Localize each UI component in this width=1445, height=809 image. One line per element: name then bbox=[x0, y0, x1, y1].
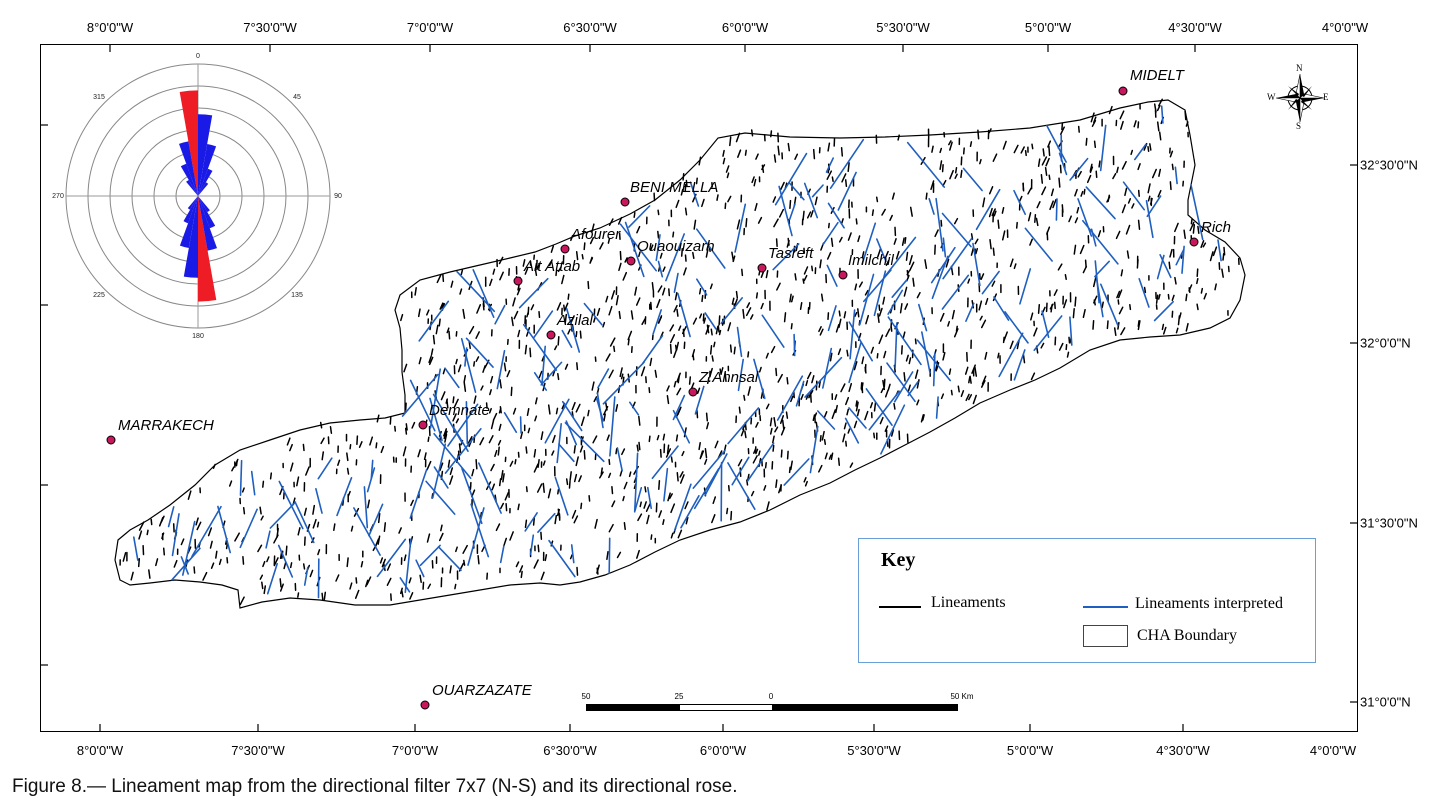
rose-angle-label: 135 bbox=[291, 292, 303, 299]
city-label-midelt: MIDELT bbox=[1130, 67, 1184, 84]
key-label-lineaments-interpreted: Lineaments interpreted bbox=[1135, 595, 1283, 612]
rose-petal bbox=[198, 182, 209, 196]
city-marker-beni-mella bbox=[620, 197, 630, 207]
city-marker-midelt bbox=[1118, 86, 1128, 96]
key-label-cha-boundary: CHA Boundary bbox=[1137, 627, 1237, 644]
compass-east: E bbox=[1323, 92, 1329, 102]
rose-petal bbox=[180, 163, 198, 196]
city-marker-ouaouizarh bbox=[626, 256, 636, 266]
city-label-beni-mella: BENI MELLA bbox=[630, 179, 719, 196]
city-markers bbox=[106, 86, 1199, 710]
city-label-azilal: Azilal bbox=[557, 312, 593, 329]
top-lon-label: 6°30'0"W bbox=[563, 20, 617, 35]
scale-label: 0 bbox=[768, 692, 774, 701]
rose-petal bbox=[179, 90, 198, 196]
rose-angle-label: 315 bbox=[93, 94, 105, 101]
city-marker-tasreft bbox=[757, 263, 767, 273]
right-lat-label: 31°0'0"N bbox=[1360, 694, 1411, 710]
lineaments-layer bbox=[119, 98, 1240, 606]
scale-label: 50 Km bbox=[950, 692, 974, 701]
right-lat-label: 31°30'0"N bbox=[1360, 515, 1418, 531]
bottom-lon-label: 5°0'0"W bbox=[1006, 743, 1054, 758]
city-label-ouarzazate: OUARZAZATE bbox=[432, 682, 532, 699]
rose-petal bbox=[198, 196, 216, 229]
city-label-demnate: Demnate bbox=[429, 402, 490, 419]
city-marker-rich bbox=[1189, 237, 1199, 247]
rose-petal bbox=[183, 196, 198, 278]
compass-north: N bbox=[1296, 63, 1303, 73]
frame-ticks bbox=[40, 44, 1358, 732]
top-lon-label: 4°0'0"W bbox=[1321, 20, 1369, 35]
bottom-lon-label: 7°0'0"W bbox=[391, 743, 439, 758]
rose-petal bbox=[187, 196, 198, 210]
scale-label: 25 bbox=[674, 692, 684, 701]
city-marker-imilchil bbox=[838, 270, 848, 280]
bottom-lon-label: 4°30'0"W bbox=[1156, 743, 1210, 758]
city-marker-afourer bbox=[560, 244, 570, 254]
scale-bar bbox=[586, 704, 958, 711]
key-label-lineaments: Lineaments bbox=[931, 594, 1006, 611]
bottom-lon-label: 6°0'0"W bbox=[699, 743, 747, 758]
scale-label: 50 bbox=[581, 692, 591, 701]
city-label-z-ahnsal: Z.Ahnsal bbox=[699, 369, 759, 386]
bottom-lon-label: 7°30'0"W bbox=[231, 743, 285, 758]
city-marker-ouarzazate bbox=[420, 700, 430, 710]
rose-angle-label: 45 bbox=[293, 94, 301, 101]
key-title: Key bbox=[881, 549, 916, 571]
bottom-lon-label: 8°0'0"W bbox=[76, 743, 124, 758]
city-marker-marrakech bbox=[106, 435, 116, 445]
rose-angle-label: 90 bbox=[334, 193, 342, 200]
city-label-ait-attab: Ait Attab bbox=[524, 258, 581, 275]
rose-angle-label: 225 bbox=[93, 292, 105, 299]
key-swatch-cha-boundary bbox=[1083, 625, 1128, 647]
rose-petal bbox=[198, 168, 213, 196]
city-marker-z-ahnsal bbox=[688, 387, 698, 397]
top-lon-label: 7°0'0"W bbox=[406, 20, 454, 35]
city-marker-demnate bbox=[418, 420, 428, 430]
lineaments-interpreted-layer bbox=[133, 105, 1222, 599]
figure-caption: Figure 8.— Lineament map from the direct… bbox=[12, 776, 738, 797]
rose-petal bbox=[186, 180, 198, 196]
directional-rose: 0 45 90 135 180 225 270 315 bbox=[52, 53, 342, 340]
bottom-lon-label: 6°30'0"W bbox=[543, 743, 597, 758]
rose-angle-label: 270 bbox=[52, 193, 64, 200]
top-lon-label: 8°0'0"W bbox=[86, 20, 134, 35]
key-swatch-lineaments bbox=[879, 606, 921, 608]
top-lon-label: 6°0'0"W bbox=[721, 20, 769, 35]
rose-petal bbox=[183, 196, 198, 224]
bottom-lon-label: 5°30'0"W bbox=[847, 743, 901, 758]
rose-petal bbox=[198, 196, 210, 212]
rose-petal bbox=[198, 114, 213, 196]
compass-rose-icon bbox=[1275, 73, 1325, 123]
cha-boundary bbox=[114, 99, 1246, 609]
city-label-imilchil: Imilchil bbox=[848, 252, 894, 269]
city-label-rich: Rich bbox=[1201, 219, 1232, 236]
rose-petal bbox=[198, 196, 217, 302]
city-label-tasreft: Tasreft bbox=[768, 245, 814, 262]
city-label-marrakech: MARRAKECH bbox=[118, 417, 214, 434]
right-lat-label: 32°0'0"N bbox=[1360, 335, 1411, 351]
rose-petal bbox=[179, 196, 198, 248]
rose-petal bbox=[179, 141, 198, 196]
key-swatch-lineaments-interpreted bbox=[1083, 606, 1128, 608]
rose-angle-label: 0 bbox=[196, 53, 200, 60]
rose-petal bbox=[198, 196, 217, 251]
map-key: Key Lineaments Lineaments interpreted CH… bbox=[858, 538, 1316, 663]
bottom-lon-label: 4°0'0"W bbox=[1309, 743, 1357, 758]
top-lon-label: 5°0'0"W bbox=[1024, 20, 1072, 35]
rose-petal bbox=[198, 144, 217, 196]
top-lon-label: 5°30'0"W bbox=[876, 20, 930, 35]
top-lon-label: 7°30'0"W bbox=[243, 20, 297, 35]
compass-south: S bbox=[1296, 121, 1302, 131]
city-label-afourer: Afourer bbox=[571, 226, 621, 243]
city-label-ouaouizarh: Ouaouizarh bbox=[637, 238, 715, 255]
city-marker-ait-attab bbox=[513, 276, 523, 286]
compass-west: W bbox=[1267, 92, 1276, 102]
city-marker-azilal bbox=[546, 330, 556, 340]
rose-angle-label: 180 bbox=[192, 333, 204, 340]
right-lat-label: 32°30'0"N bbox=[1360, 157, 1418, 173]
top-lon-label: 4°30'0"W bbox=[1168, 20, 1222, 35]
